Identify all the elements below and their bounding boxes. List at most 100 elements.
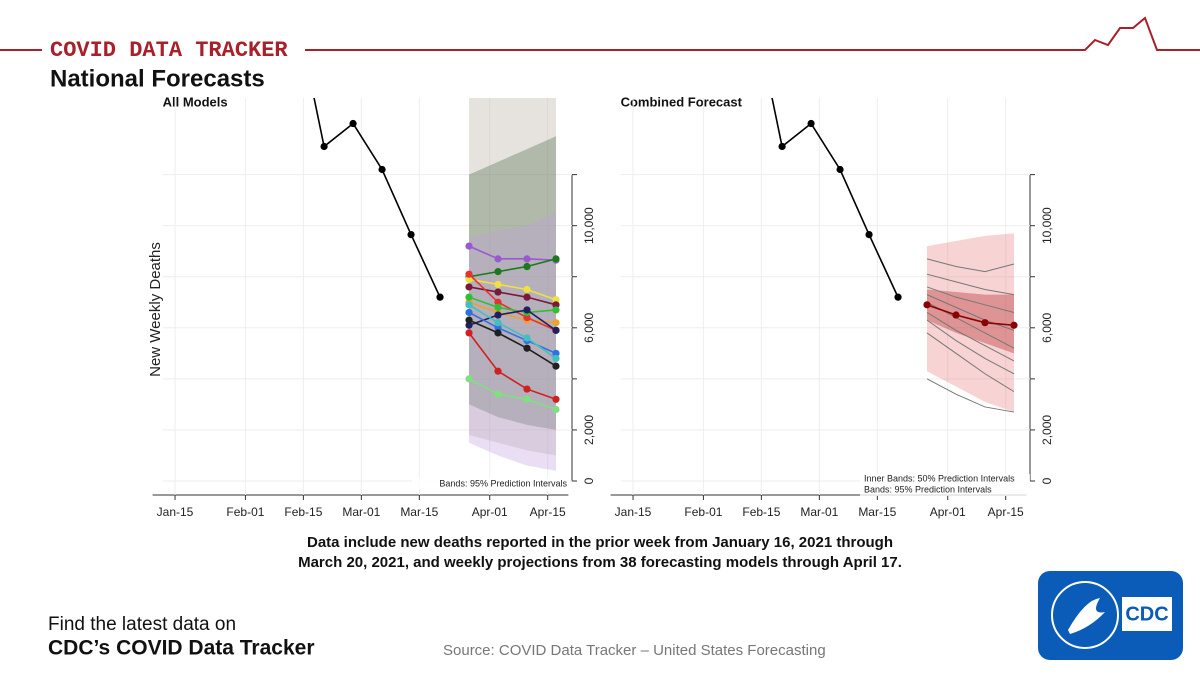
prediction-band	[927, 289, 1014, 354]
series-line	[468, 278, 557, 301]
prediction-band	[469, 136, 556, 430]
prediction-band	[927, 233, 1014, 413]
annotation-bg	[860, 474, 1030, 496]
x-tick-label: Feb-01	[226, 505, 264, 519]
y-tick-label: 0	[582, 477, 596, 484]
series-point	[465, 316, 473, 324]
x-tick-label: Mar-01	[342, 505, 380, 519]
series-line	[926, 312, 1015, 362]
y-tick-label: 0	[1040, 477, 1054, 484]
series-point	[494, 324, 502, 332]
series-point	[552, 255, 560, 263]
series-point	[523, 255, 531, 263]
plot-area	[292, 2, 560, 471]
cdc-logo: CDC	[1125, 603, 1168, 625]
series-line	[468, 296, 557, 314]
series-point	[552, 349, 560, 357]
x-tick-label: Apr-01	[472, 505, 508, 519]
series-point	[407, 231, 415, 239]
series-point	[894, 293, 902, 301]
series-line	[926, 286, 1015, 313]
series-point	[465, 329, 473, 337]
chart: All Models New Weekly Deaths Jan-15 Feb-01 F…	[147, 2, 596, 519]
cdc-box	[1122, 597, 1172, 631]
footer-link: CDC’s COVID Data Tracker	[48, 637, 315, 660]
series-point	[523, 344, 531, 352]
x-tick-label: Mar-01	[800, 505, 838, 519]
x-tick-label: Feb-01	[684, 505, 722, 519]
series-point	[320, 142, 328, 151]
series-point	[494, 311, 502, 319]
footer-lead: Find the latest data on	[48, 614, 236, 635]
series-line	[468, 311, 557, 355]
annotation: Bands: 95% Prediction Intervals	[864, 484, 992, 494]
series-point	[465, 293, 473, 301]
series-point	[494, 288, 502, 296]
series-line	[468, 319, 557, 367]
caption: Data include new deaths reported in the …	[307, 534, 893, 551]
series-point	[552, 306, 560, 314]
series-line	[926, 332, 1015, 393]
series-point	[523, 262, 531, 271]
y-axis-title: New Weekly Deaths	[147, 242, 164, 377]
y-tick-label: 2,000	[582, 415, 596, 445]
series-point	[523, 313, 531, 322]
prediction-band	[469, 98, 556, 456]
chart: Combined Forecast Jan-15 Feb-01 Feb-15 Mar-0…	[610, 94, 1054, 519]
series-point	[465, 308, 473, 317]
series-point	[494, 255, 502, 263]
series-point	[552, 319, 560, 327]
series-point	[465, 375, 473, 383]
logo-box	[1038, 571, 1183, 660]
series-line	[926, 378, 1015, 413]
series-line	[468, 304, 557, 360]
caption: March 20, 2021, and weekly projections f…	[298, 554, 902, 571]
series-point	[494, 329, 502, 337]
series-line	[468, 301, 557, 324]
series-line	[771, 98, 899, 298]
x-tick-label: Mar-15	[858, 505, 896, 519]
x-tick-label: Jan-15	[615, 505, 652, 519]
series-point	[981, 319, 989, 327]
brand: COVID DATA TRACKER	[50, 38, 288, 63]
series-point	[836, 165, 844, 174]
series-line	[468, 286, 557, 306]
x-tick-label: Apr-01	[930, 505, 966, 519]
series-point	[552, 301, 560, 309]
series-point	[465, 321, 473, 329]
series-point	[494, 367, 502, 375]
annotation: Bands: 95% Prediction Intervals	[439, 478, 567, 488]
y-tick-label: 6,000	[1040, 312, 1054, 342]
series-point	[778, 142, 786, 151]
series-line	[926, 319, 1015, 375]
series-point	[523, 334, 531, 342]
chart-title: All Models	[163, 94, 228, 109]
series-point	[292, 2, 299, 9]
series-line	[468, 245, 557, 261]
series-point	[523, 395, 531, 403]
series-point	[494, 390, 502, 398]
y-tick-label: 2,000	[1040, 415, 1054, 445]
series-point	[552, 362, 560, 370]
series-point	[523, 293, 531, 301]
page-title: National Forecasts	[50, 65, 265, 92]
series-line	[468, 258, 557, 278]
series-point	[494, 319, 502, 327]
series-point	[552, 326, 560, 334]
series-line	[468, 378, 557, 411]
series-point	[952, 311, 960, 319]
series-point	[523, 385, 531, 393]
series-point	[378, 165, 386, 174]
series-point	[494, 268, 502, 276]
series-point	[1010, 321, 1018, 329]
y-tick-label: 10,000	[582, 207, 596, 244]
series-point	[865, 231, 873, 239]
x-tick-label: Feb-15	[284, 505, 322, 519]
series-point	[923, 301, 931, 309]
x-tick-label: Feb-15	[742, 505, 780, 519]
hhs-seal	[1051, 581, 1119, 649]
series-line	[926, 258, 1015, 273]
y-tick-label: 10,000	[1040, 207, 1054, 244]
series-point	[465, 301, 473, 309]
series-point	[436, 293, 444, 301]
